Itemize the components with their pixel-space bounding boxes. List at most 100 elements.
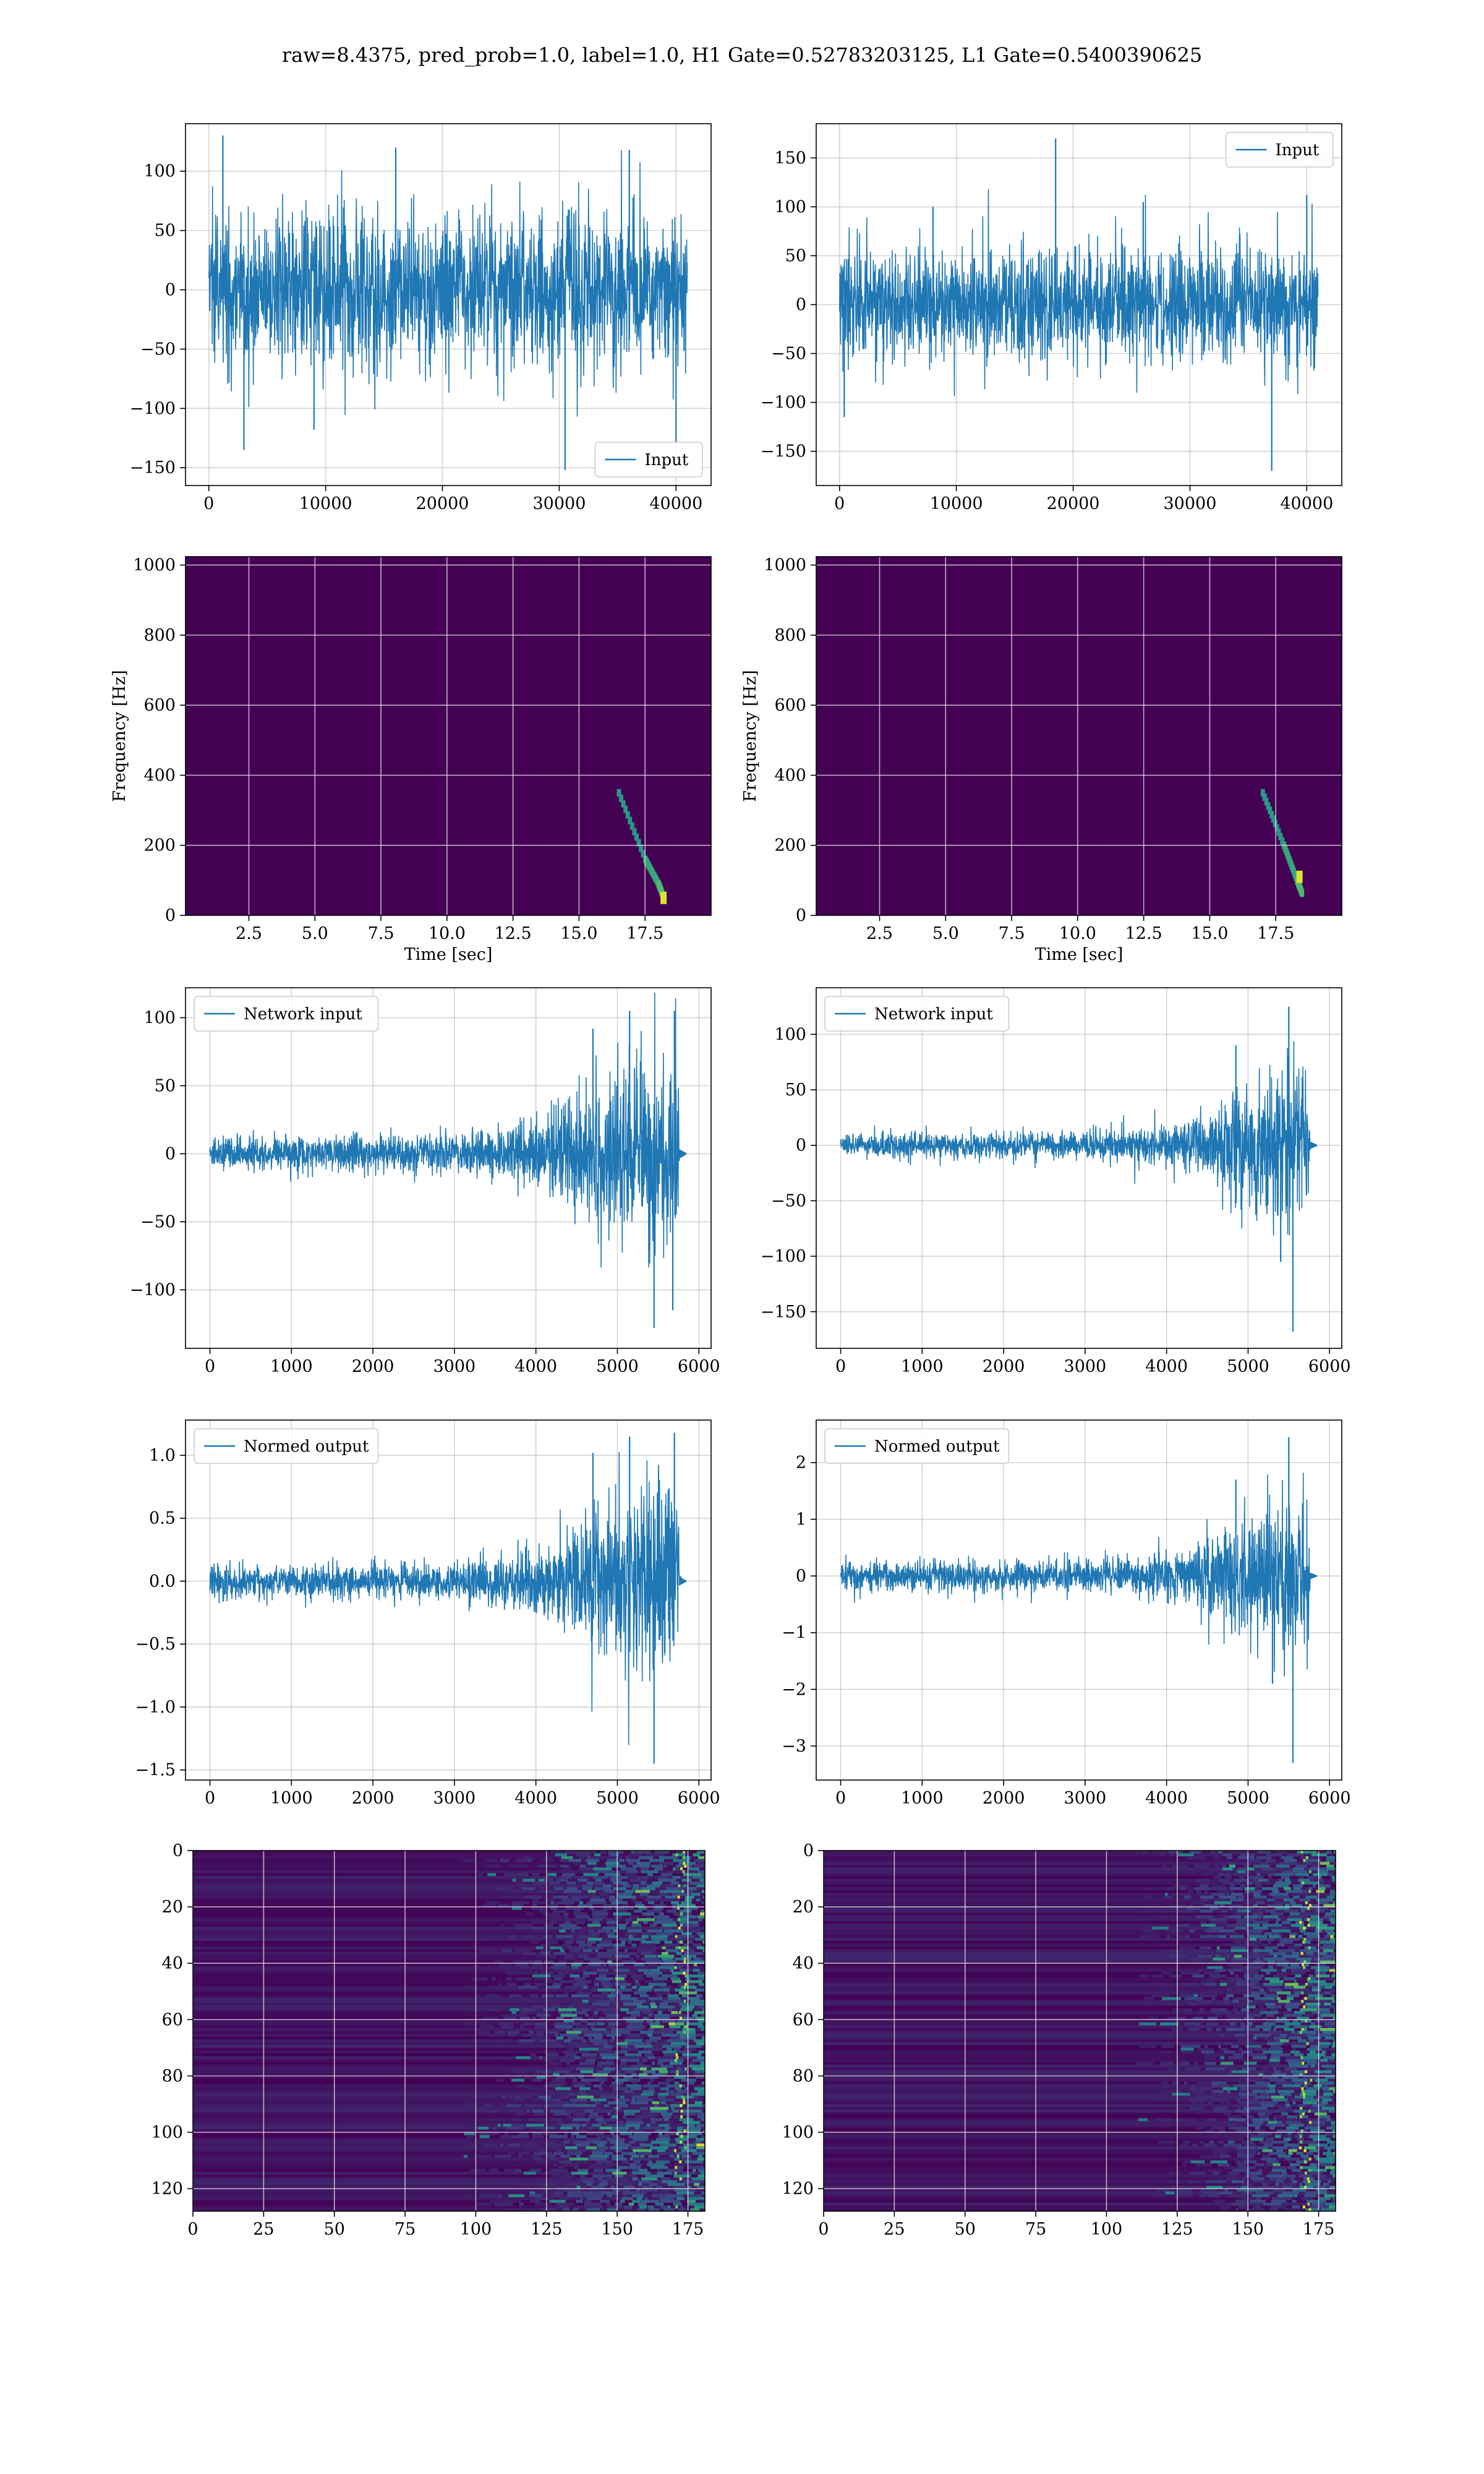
axes-frame: [816, 987, 1342, 1349]
plot-area: [824, 1851, 1336, 2211]
y-tick-label: 0: [173, 1841, 183, 1860]
x-tick-label: 12.5: [1125, 924, 1162, 943]
axes-frame: [192, 1850, 706, 2212]
y-tick-label: 0: [796, 296, 806, 315]
plot-area: [186, 1420, 711, 1780]
x-tick-label: 5000: [596, 1789, 639, 1808]
x-tick-label: 2000: [983, 1357, 1025, 1376]
y-tick-label: 800: [143, 626, 176, 645]
x-tick-label: 25: [884, 2220, 905, 2239]
x-tick-label: 0: [205, 1789, 215, 1808]
x-tick-label: 125: [1161, 2220, 1193, 2239]
x-tick-label: 2000: [983, 1789, 1025, 1808]
y-tick-label: 50: [155, 221, 176, 241]
y-tick-label: 100: [774, 197, 806, 216]
subplot-r2c2: 2.5 5.0 7.5 10.0 12.5 15.0 17.5 0 200 400 600 800 10…: [741, 556, 1342, 964]
series-line: [839, 189, 1319, 396]
y-tick-label: −100: [130, 1280, 176, 1299]
x-tick-label: 6000: [678, 1789, 720, 1808]
x-tick-label: 125: [531, 2220, 563, 2239]
heatmap-background: [816, 557, 1342, 915]
y-tick-label: −1.0: [135, 1698, 176, 1717]
y-tick-label: 600: [143, 696, 176, 715]
x-tick-label: 1000: [270, 1357, 313, 1376]
y-tick-label: 20: [162, 1898, 183, 1917]
x-tick-label: 50: [324, 2220, 345, 2239]
grid-lines: [816, 988, 1342, 1348]
x-tick-label: 0: [835, 1357, 846, 1376]
x-tick-label: 7.5: [999, 924, 1025, 943]
grid-lines: [186, 557, 711, 915]
x-tick-label: 3000: [1064, 1789, 1107, 1808]
plot-area: [816, 557, 1342, 915]
y-tick-label: 60: [793, 2010, 814, 2029]
legend-label: Normed output: [244, 1437, 369, 1456]
legend-box: [194, 1428, 379, 1464]
y-tick-label: −1.5: [135, 1761, 176, 1780]
y-tick-label: 1000: [764, 556, 806, 575]
x-tick-label: 10000: [930, 494, 983, 513]
legend-label: Normed output: [874, 1437, 1000, 1456]
x-tick-label: 5000: [596, 1357, 639, 1376]
plot-area: [193, 1851, 705, 2211]
y-tick-label: 100: [782, 2123, 814, 2142]
y-tick-label: −50: [140, 340, 176, 359]
legend: Network input: [824, 996, 1010, 1032]
legend-label: Input: [1276, 141, 1320, 160]
y-tick-label: 0.5: [149, 1509, 176, 1528]
y-tick-label: 1: [796, 1510, 806, 1529]
x-tick-label: 0: [187, 2220, 198, 2239]
series-line: [208, 150, 688, 417]
y-axis-label: Frequency [Hz]: [741, 670, 760, 802]
subplot-r4c2: 0 1000 2000 3000 4000 5000 6000 −3 −2 −1 0 1 2 Normed…: [782, 1419, 1351, 1808]
x-tick-label: 5000: [1227, 1357, 1269, 1376]
tick-labels: 0 25 50 75 100 125 150 175 0 20 40 60 80 100 120: [151, 1841, 704, 2239]
x-tick-label: 10000: [299, 494, 352, 513]
legend: Input: [594, 442, 703, 477]
x-tick-label: 75: [1025, 2220, 1046, 2239]
y-tick-label: 0: [796, 1567, 806, 1586]
series-peaks: [592, 1011, 675, 1328]
axes-frame: [816, 1419, 1342, 1781]
tick-labels: 0 1000 2000 3000 4000 5000 6000 −1.5 −1.0 −0.5 0.0…: [135, 1446, 720, 1808]
legend-box: [194, 996, 379, 1032]
grid-lines: [816, 557, 1342, 915]
legend: Network input: [194, 996, 379, 1032]
subplot-r1c2: 0 10000 20000 30000 40000 −150 −100 −50 0 50 100 15…: [761, 123, 1342, 513]
y-tick-label: 400: [143, 766, 176, 785]
series-line: [840, 1472, 1318, 1677]
legend: Input: [1225, 132, 1334, 168]
y-tick-label: 0: [165, 1144, 176, 1163]
series-line: [209, 992, 687, 1268]
x-tick-label: 100: [460, 2220, 492, 2239]
legend: Normed output: [824, 1428, 1010, 1464]
subplot-r4c1: 0 1000 2000 3000 4000 5000 6000 −1.5 −1.0 −0.5 0.0…: [135, 1419, 720, 1808]
y-tick-label: 40: [162, 1954, 183, 1973]
y-tick-label: 0: [796, 906, 806, 925]
x-tick-label: 20000: [1047, 494, 1100, 513]
tick-labels: 0 1000 2000 3000 4000 5000 6000 −150 −100 −50 0 50 1…: [761, 1025, 1351, 1376]
x-tick-label: 17.5: [626, 924, 663, 943]
x-tick-label: 3000: [433, 1357, 476, 1376]
y-tick-label: −0.5: [135, 1635, 176, 1654]
y-tick-label: 0: [803, 1841, 814, 1860]
x-tick-label: 25: [253, 2220, 274, 2239]
y-tick-label: 100: [774, 1025, 806, 1044]
y-tick-label: −50: [771, 1191, 806, 1210]
y-tick-label: −150: [130, 458, 176, 477]
x-tick-label: 4000: [514, 1357, 557, 1376]
x-tick-label: 0: [205, 1357, 215, 1376]
y-tick-label: 400: [774, 766, 806, 785]
y-tick-label: 200: [774, 836, 806, 855]
x-tick-label: 150: [1232, 2220, 1264, 2239]
axes-frame: [823, 1850, 1336, 2212]
x-tick-label: 4000: [514, 1789, 557, 1808]
y-tick-label: −3: [782, 1737, 806, 1756]
x-tick-label: 2000: [352, 1357, 394, 1376]
series-peaks: [222, 135, 677, 471]
legend-box: [594, 442, 703, 477]
x-tick-label: 0: [835, 1789, 846, 1808]
x-tick-label: 1000: [270, 1789, 313, 1808]
y-tick-label: 80: [793, 2066, 814, 2086]
tick-labels: 0 25 50 75 100 125 150 175 0 20 40 60 80 100 120: [782, 1841, 1334, 2239]
